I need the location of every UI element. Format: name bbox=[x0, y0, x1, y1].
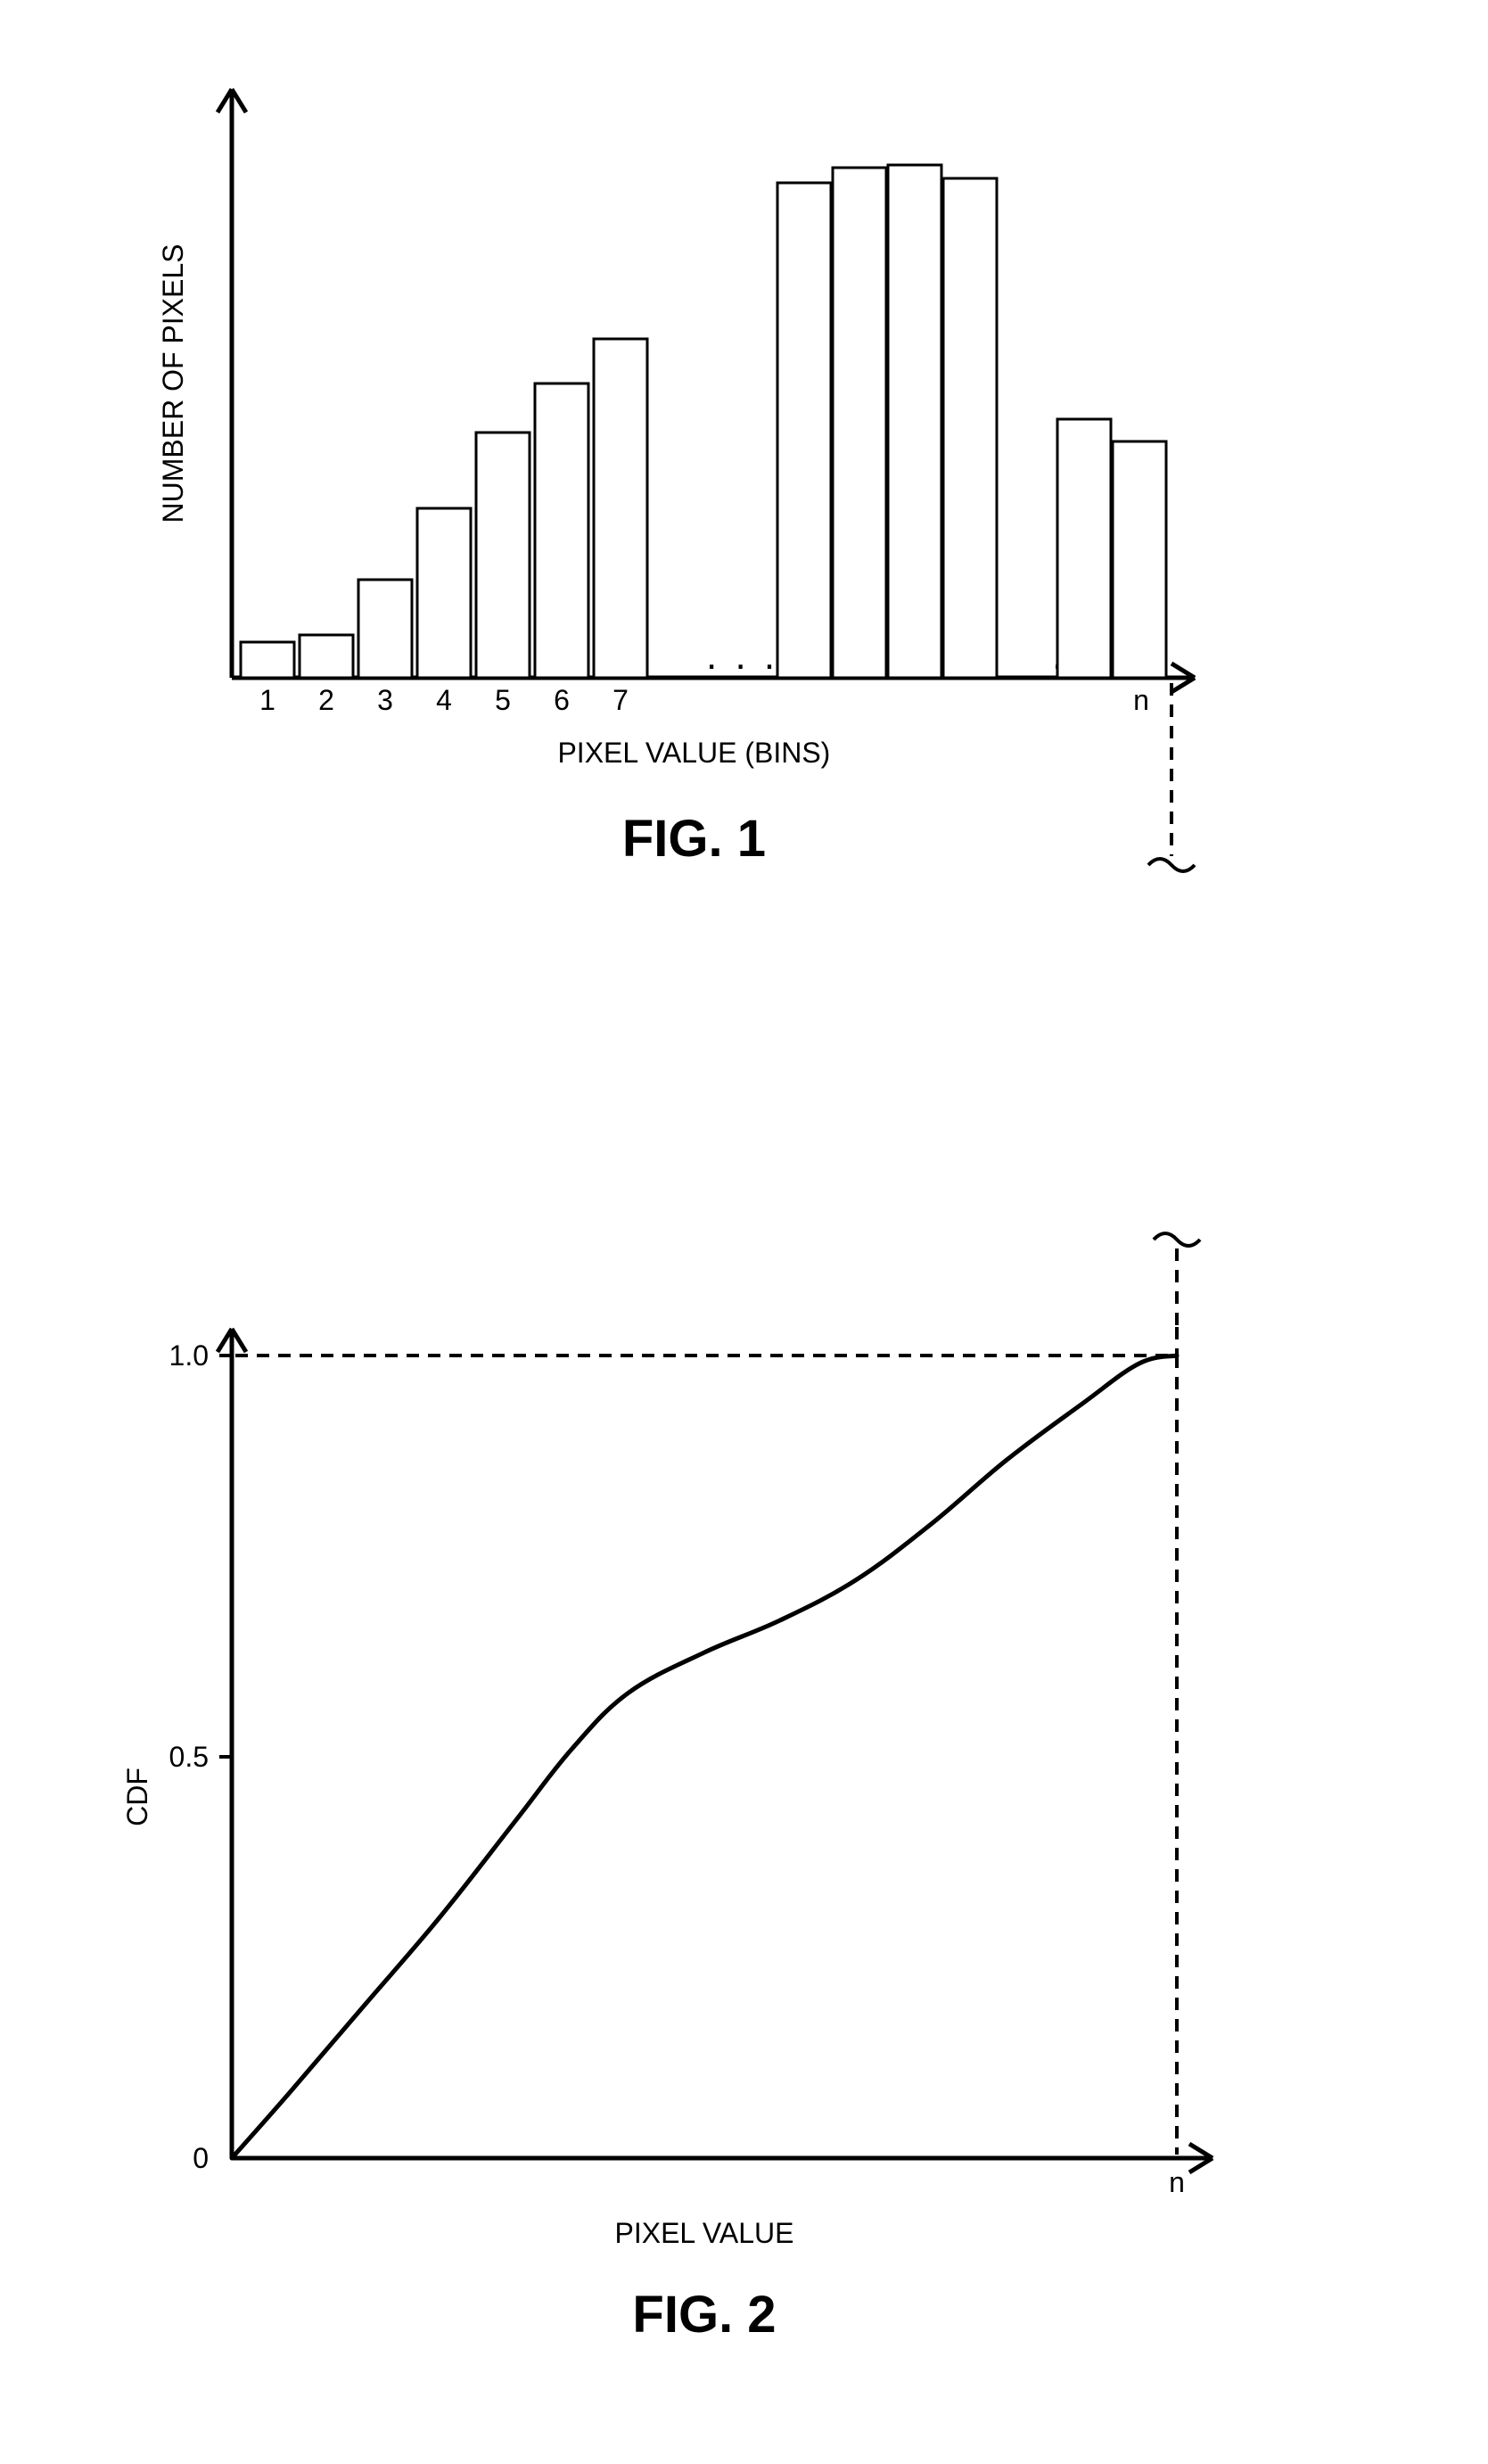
fig1-bar bbox=[417, 508, 471, 678]
fig2-y-tick-label: 0.5 bbox=[169, 1741, 209, 1773]
fig1-bar bbox=[300, 635, 353, 678]
fig1-bar bbox=[888, 165, 941, 678]
page-container: 1234567. . .. . .nNUMBER OF PIXELSPIXEL … bbox=[0, 0, 1488, 2464]
fig2-title: FIG. 2 bbox=[632, 2286, 776, 2344]
fig1-bar bbox=[358, 580, 412, 678]
fig1-x-tick-label: 1 bbox=[259, 684, 275, 716]
fig1-bar bbox=[1057, 419, 1111, 678]
fig1-x-tick-label: 5 bbox=[495, 684, 511, 716]
fig2-cdf: 0 0.5 1.0 n CDF PIXEL VALUE FIG. 2 bbox=[121, 1233, 1213, 2344]
fig1-x-tick-label: 3 bbox=[377, 684, 393, 716]
fig1-x-tick-label: 6 bbox=[554, 684, 570, 716]
fig2-x-tick-n: n bbox=[1169, 2166, 1185, 2198]
fig1-ylabel: NUMBER OF PIXELS bbox=[157, 244, 189, 523]
fig1-xlabel: PIXEL VALUE (BINS) bbox=[557, 737, 830, 769]
fig1-x-tick-n: n bbox=[1133, 684, 1149, 716]
fig1-bar bbox=[476, 433, 530, 678]
fig1-bar bbox=[535, 383, 588, 678]
fig1-bar bbox=[594, 339, 647, 678]
fig1-break-mark bbox=[1148, 859, 1195, 871]
fig1-bar bbox=[833, 168, 886, 678]
fig1-ellipsis: . . . bbox=[706, 634, 778, 678]
fig1-x-tick-label: 2 bbox=[318, 684, 334, 716]
fig2-curve bbox=[232, 1356, 1177, 2158]
figure-canvas: 1234567. . .. . .nNUMBER OF PIXELSPIXEL … bbox=[0, 0, 1488, 2464]
fig1-x-tick-label: 7 bbox=[612, 684, 629, 716]
fig1-x-tick-label: 4 bbox=[436, 684, 452, 716]
fig1-bar bbox=[241, 642, 294, 678]
fig2-break-mark bbox=[1154, 1233, 1200, 1246]
fig2-xlabel: PIXEL VALUE bbox=[615, 2217, 794, 2249]
fig2-ylabel: CDF bbox=[121, 1768, 153, 1826]
fig1-title: FIG. 1 bbox=[622, 810, 766, 868]
fig1-bar bbox=[943, 178, 997, 678]
fig1-histogram: 1234567. . .. . .nNUMBER OF PIXELSPIXEL … bbox=[157, 89, 1195, 871]
fig2-y-tick-label: 0 bbox=[193, 2142, 209, 2174]
fig1-bar bbox=[1113, 441, 1166, 678]
fig2-y-tick-label: 1.0 bbox=[169, 1339, 209, 1372]
fig1-bar bbox=[777, 183, 831, 678]
